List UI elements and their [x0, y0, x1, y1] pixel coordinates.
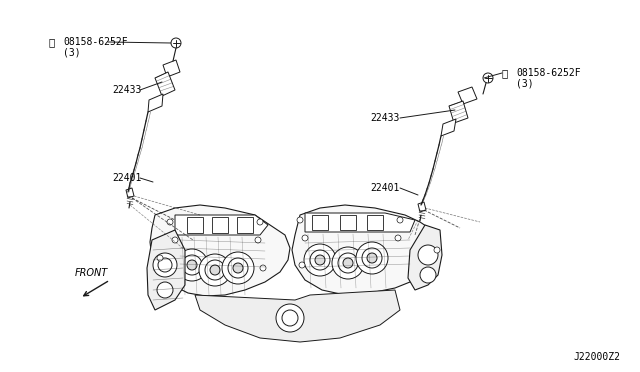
- Circle shape: [395, 235, 401, 241]
- Circle shape: [171, 38, 181, 48]
- Polygon shape: [418, 202, 426, 212]
- Text: 22401: 22401: [370, 183, 399, 193]
- Polygon shape: [187, 217, 203, 233]
- Polygon shape: [292, 205, 440, 295]
- Circle shape: [304, 244, 336, 276]
- Circle shape: [157, 282, 173, 298]
- Polygon shape: [126, 188, 134, 198]
- Polygon shape: [312, 215, 328, 230]
- Polygon shape: [163, 60, 180, 77]
- Circle shape: [420, 267, 436, 283]
- Circle shape: [338, 253, 358, 273]
- Polygon shape: [155, 72, 175, 96]
- Circle shape: [176, 249, 208, 281]
- Polygon shape: [148, 94, 163, 112]
- Circle shape: [297, 217, 303, 223]
- Text: 08158-6252F: 08158-6252F: [63, 37, 127, 47]
- Circle shape: [199, 254, 231, 286]
- Circle shape: [182, 255, 202, 275]
- Circle shape: [367, 253, 377, 263]
- Circle shape: [158, 258, 172, 272]
- Circle shape: [157, 255, 163, 261]
- Polygon shape: [175, 215, 268, 235]
- Text: 22433: 22433: [370, 113, 399, 123]
- Circle shape: [418, 245, 438, 265]
- Circle shape: [434, 247, 440, 253]
- Circle shape: [362, 248, 382, 268]
- Text: 08158-6252F: 08158-6252F: [516, 68, 580, 78]
- Text: Ⓐ: Ⓐ: [502, 68, 508, 78]
- Circle shape: [222, 252, 254, 284]
- Circle shape: [302, 235, 308, 241]
- Polygon shape: [367, 215, 383, 230]
- Circle shape: [260, 265, 266, 271]
- Circle shape: [153, 253, 177, 277]
- Circle shape: [282, 310, 298, 326]
- Circle shape: [205, 260, 225, 280]
- Circle shape: [483, 73, 493, 83]
- Circle shape: [343, 258, 353, 268]
- Circle shape: [299, 262, 305, 268]
- Text: J22000Z2: J22000Z2: [573, 352, 620, 362]
- Circle shape: [276, 304, 304, 332]
- Polygon shape: [340, 215, 356, 230]
- Polygon shape: [212, 217, 228, 233]
- Text: (3): (3): [63, 47, 81, 57]
- Circle shape: [228, 258, 248, 278]
- Circle shape: [172, 237, 178, 243]
- Text: (3): (3): [516, 78, 534, 88]
- Circle shape: [310, 250, 330, 270]
- Polygon shape: [408, 225, 442, 290]
- Circle shape: [397, 217, 403, 223]
- Text: FRONT: FRONT: [75, 268, 108, 278]
- Circle shape: [356, 242, 388, 274]
- Polygon shape: [305, 213, 415, 232]
- Circle shape: [210, 265, 220, 275]
- Text: Ⓐ: Ⓐ: [49, 37, 55, 47]
- Circle shape: [255, 237, 261, 243]
- Polygon shape: [237, 217, 253, 233]
- Circle shape: [315, 255, 325, 265]
- Polygon shape: [195, 290, 400, 342]
- Polygon shape: [441, 119, 456, 136]
- Polygon shape: [449, 101, 468, 123]
- Text: 22433: 22433: [112, 85, 141, 95]
- Text: 22401: 22401: [112, 173, 141, 183]
- Circle shape: [187, 260, 197, 270]
- Polygon shape: [150, 205, 290, 296]
- Polygon shape: [147, 230, 185, 310]
- Polygon shape: [458, 87, 477, 104]
- Circle shape: [233, 263, 243, 273]
- Circle shape: [332, 247, 364, 279]
- Circle shape: [167, 219, 173, 225]
- Circle shape: [257, 219, 263, 225]
